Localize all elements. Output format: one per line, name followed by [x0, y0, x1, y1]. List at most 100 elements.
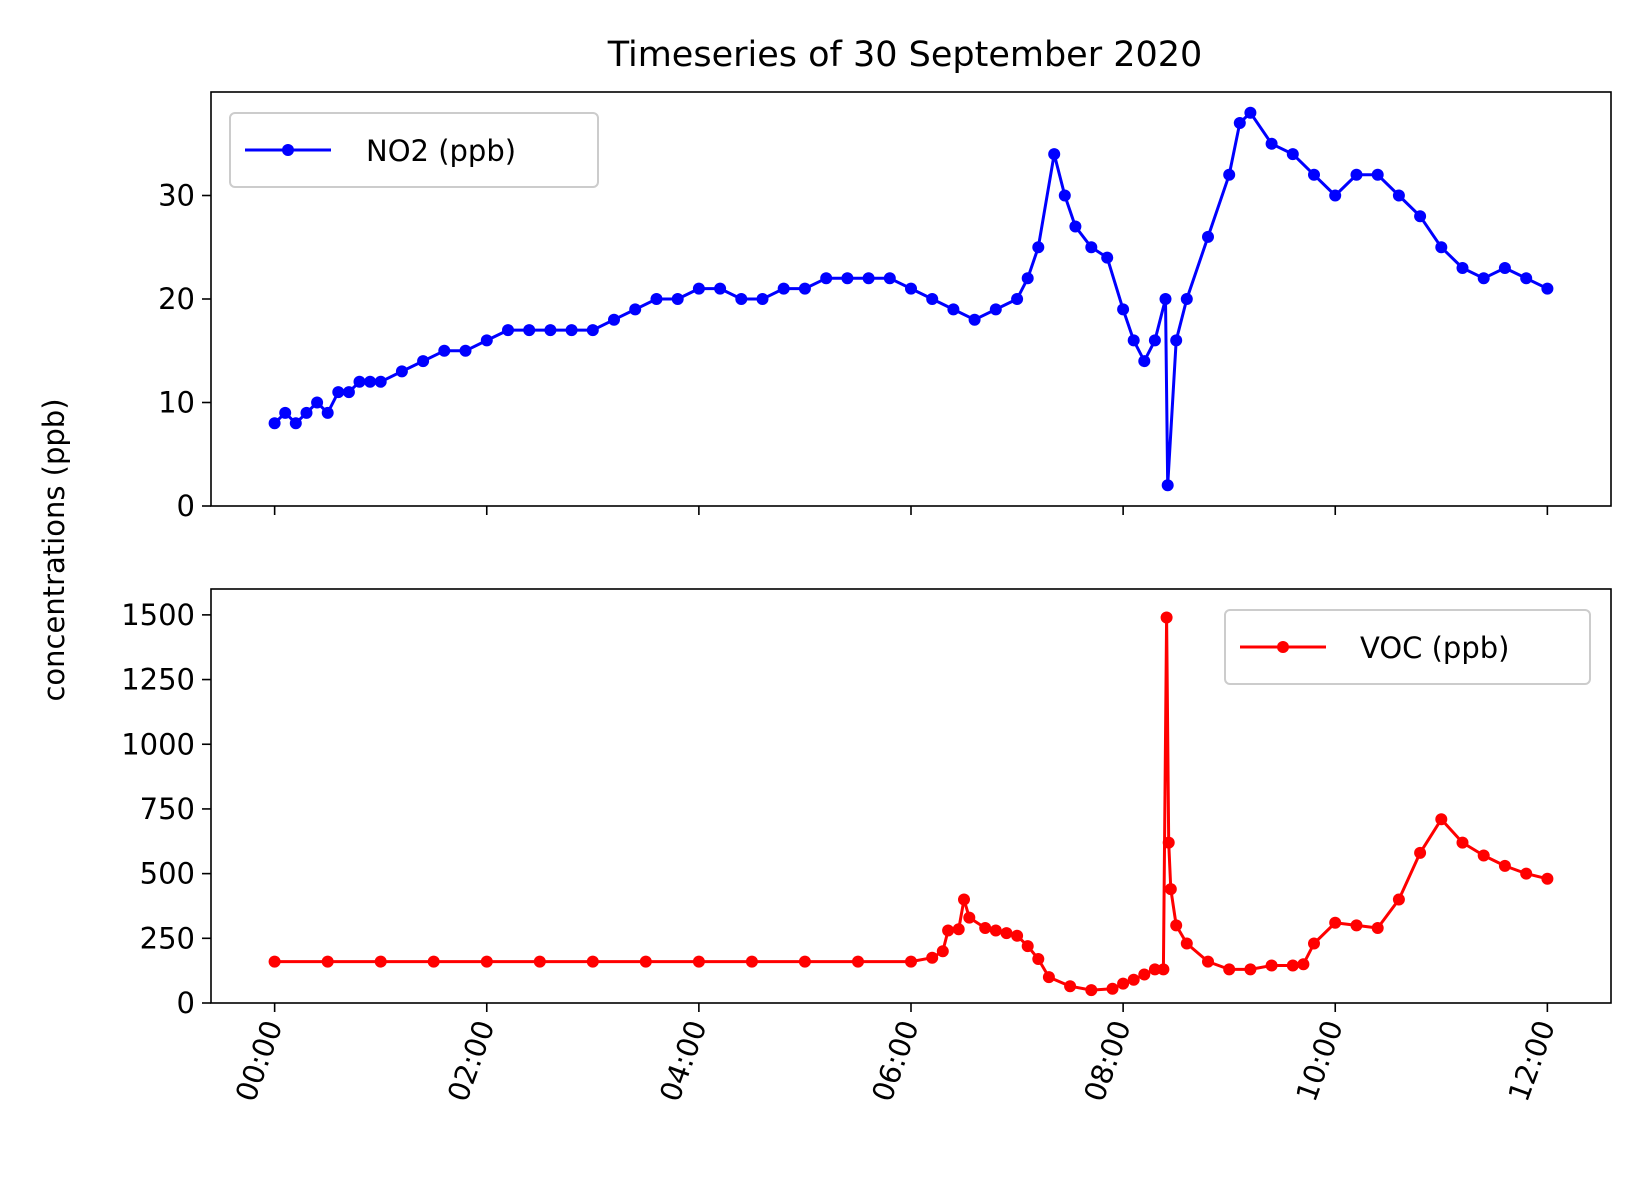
voc-data-point	[1170, 919, 1183, 932]
voc-data-point	[1350, 919, 1363, 932]
voc-y-tick-label: 0	[177, 986, 195, 1020]
voc-data-point	[745, 955, 758, 968]
no2-data-point	[502, 324, 514, 337]
no2-data-point	[1265, 137, 1278, 150]
no2-data-point	[862, 272, 875, 285]
no2-data-point	[321, 406, 334, 419]
no2-data-point	[1223, 168, 1236, 181]
no2-data-point	[342, 386, 355, 399]
voc-y-tick-label: 250	[140, 921, 195, 955]
no2-data-point	[523, 324, 536, 337]
no2-data-point	[268, 417, 281, 430]
no2-data-point	[1148, 334, 1161, 347]
voc-data-point	[1541, 872, 1554, 885]
voc-data-point	[905, 955, 917, 968]
voc-data-point	[1042, 971, 1055, 984]
no2-data-point	[671, 293, 684, 305]
voc-data-point	[926, 951, 939, 964]
voc-data-point	[1085, 984, 1098, 997]
voc-data-point	[989, 924, 1002, 937]
no2-data-point	[883, 272, 896, 285]
no2-data-point	[1435, 241, 1448, 254]
no2-y-tick-label: 30	[158, 179, 195, 213]
no2-data-point	[586, 324, 599, 337]
voc-y-tick-label: 500	[140, 857, 195, 891]
voc-data-point	[1157, 963, 1170, 976]
voc-y-tick-label: 1250	[121, 663, 195, 697]
voc-data-point	[1148, 963, 1161, 976]
voc-data-point	[427, 955, 440, 968]
voc-data-point	[942, 924, 955, 937]
voc-data-point	[852, 955, 864, 968]
no2-data-point	[1520, 272, 1533, 285]
voc-data-point	[1329, 916, 1342, 929]
voc-data-point	[1032, 953, 1045, 965]
voc-data-point	[1371, 922, 1384, 934]
voc-data-point	[1127, 973, 1140, 986]
voc-data-point	[1392, 893, 1405, 906]
voc-data-point	[1456, 836, 1469, 849]
no2-data-point	[1161, 479, 1174, 492]
no2-data-point	[756, 293, 769, 305]
no2-data-point	[735, 293, 748, 305]
no2-data-point	[989, 303, 1002, 316]
voc-data-point	[1498, 859, 1511, 872]
voc-data-point	[1308, 937, 1320, 950]
voc-data-point	[1160, 611, 1173, 624]
no2-data-point	[1233, 117, 1246, 129]
no2-data-point	[650, 293, 663, 305]
y-axis-label: concentrations (ppb)	[37, 398, 71, 701]
voc-data-point	[639, 955, 652, 968]
no2-data-point	[947, 303, 960, 316]
voc-data-point	[1244, 963, 1257, 976]
no2-data-point	[1048, 148, 1061, 161]
no2-data-point	[1477, 272, 1490, 285]
voc-data-point	[268, 955, 281, 968]
voc-data-point	[1164, 883, 1177, 896]
voc-data-point	[963, 911, 976, 924]
no2-data-point	[608, 313, 620, 326]
no2-y-tick-label: 0	[177, 489, 195, 523]
no2-data-point	[480, 334, 493, 347]
no2-data-point	[1286, 148, 1299, 161]
voc-data-point	[1064, 980, 1077, 993]
no2-data-point	[311, 396, 324, 409]
voc-y-tick-label: 750	[140, 792, 195, 826]
voc-y-tick-label: 1500	[121, 598, 195, 632]
voc-data-point	[1520, 867, 1533, 880]
voc-data-point	[692, 955, 705, 968]
no2-data-point	[417, 355, 430, 368]
no2-data-point	[1021, 272, 1034, 285]
voc-data-point	[1011, 929, 1024, 942]
no2-legend-box	[229, 112, 599, 188]
no2-data-point	[1138, 355, 1151, 368]
no2-data-point	[777, 282, 790, 295]
voc-data-point	[533, 955, 546, 968]
voc-data-point	[1435, 813, 1448, 826]
no2-data-point	[1101, 251, 1114, 264]
no2-data-point	[332, 386, 345, 399]
no2-data-point	[1202, 230, 1214, 243]
voc-data-point	[586, 955, 599, 968]
voc-data-point	[1223, 963, 1236, 976]
voc-data-point	[1138, 968, 1151, 981]
no2-legend-label: NO2 (ppb)	[366, 134, 516, 168]
no2-data-point	[1371, 168, 1384, 181]
voc-data-point	[1265, 959, 1278, 972]
no2-y-ticks: 0 10 20 30	[158, 179, 211, 523]
no2-data-point	[279, 406, 292, 419]
no2-data-point	[1350, 168, 1363, 181]
no2-data-point	[1127, 334, 1140, 347]
voc-data-point	[1297, 958, 1310, 971]
voc-data-point	[979, 922, 992, 934]
voc-legend: VOC (ppb)	[1224, 609, 1591, 685]
no2-y-tick-label: 20	[158, 282, 195, 316]
no2-data-point	[692, 282, 705, 295]
voc-data-point	[958, 893, 970, 906]
no2-data-point	[544, 324, 557, 337]
no2-data-point	[289, 417, 302, 430]
no2-data-point	[1117, 303, 1130, 316]
voc-y-tick-label: 1000	[121, 727, 195, 761]
voc-data-point	[480, 955, 493, 968]
